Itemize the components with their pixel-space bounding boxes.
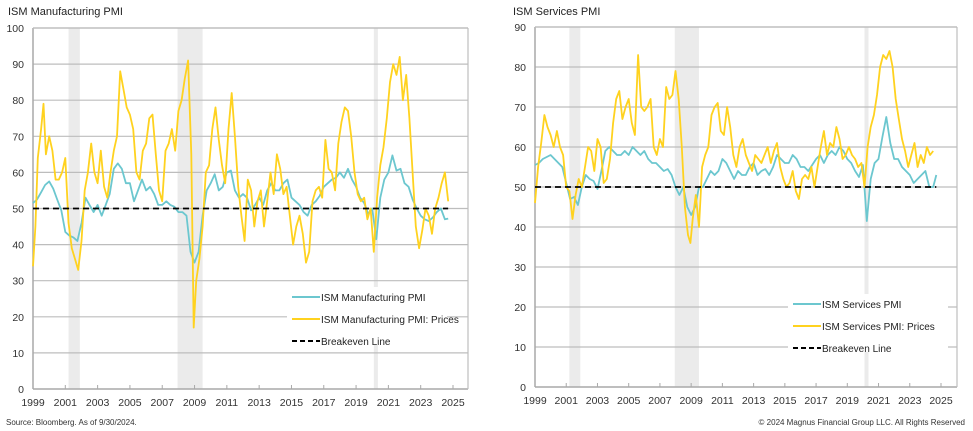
y-tick-label: 30 [12, 276, 24, 288]
x-tick-label: 2001 [555, 395, 579, 407]
y-tick-label: 40 [12, 240, 24, 252]
x-tick-label: 2017 [312, 397, 336, 409]
pmi-series-line [32, 154, 449, 264]
y-tick-label: 10 [514, 342, 526, 354]
x-tick-label: 2009 [679, 395, 703, 407]
legend-label: ISM Services PMI: Prices [822, 322, 935, 333]
x-tick-label: 1999 [21, 397, 45, 409]
y-tick-label: 70 [514, 102, 526, 114]
services-chart: 0 10 20 30 40 50 60 70 80 90 1999 2001 2003 2005 2007 2… [514, 22, 958, 407]
y-tick-label: 40 [514, 222, 526, 234]
y-tick-label: 0 [520, 382, 526, 394]
prices-series-line [534, 50, 934, 244]
y-tick-label: 70 [12, 131, 24, 143]
x-tick-label: 2007 [648, 395, 672, 407]
y-tick-label: 0 [18, 384, 24, 396]
x-tick-label: 2005 [617, 395, 641, 407]
manufacturing-chart: 0 10 20 30 40 50 60 70 80 90 100 1999 2001 2003 2005 20… [6, 23, 469, 409]
source-note: Source: Bloomberg. As of 9/30/2024. [6, 418, 137, 427]
legend-label: Breakeven Line [321, 337, 391, 348]
legend-label: ISM Services PMI [822, 300, 901, 311]
x-tick-label: 2015 [280, 397, 304, 409]
x-tick-label: 2019 [836, 395, 860, 407]
legend-label: ISM Manufacturing PMI: Prices [321, 315, 459, 326]
y-tick-label: 50 [514, 182, 526, 194]
services-chart-title: ISM Services PMI [513, 6, 601, 18]
x-tick-label: 2017 [804, 395, 828, 407]
x-tick-label: 2021 [377, 397, 401, 409]
prices-series-line [32, 56, 450, 329]
manufacturing-chart-title: ISM Manufacturing PMI [8, 6, 123, 18]
x-tick-label: 2023 [898, 395, 922, 407]
x-tick-label: 2007 [151, 397, 175, 409]
y-tick-label: 80 [12, 95, 24, 107]
x-tick-label: 2013 [742, 395, 766, 407]
y-tick-label: 100 [6, 23, 24, 35]
x-tick-label: 2023 [409, 397, 433, 409]
x-tick-label: 2015 [773, 395, 797, 407]
y-tick-label: 50 [12, 204, 24, 216]
x-tick-label: 2019 [344, 397, 368, 409]
services-legend: ISM Services PMI ISM Services PMI: Prices… [788, 294, 948, 355]
y-tick-label: 20 [12, 312, 24, 324]
x-tick-label: 2005 [118, 397, 142, 409]
y-tick-label: 30 [514, 262, 526, 274]
x-tick-label: 2003 [586, 395, 610, 407]
y-tick-label: 20 [514, 302, 526, 314]
manufacturing-legend: ISM Manufacturing PMI ISM Manufacturing P… [287, 287, 459, 348]
y-tick-label: 90 [12, 59, 24, 71]
x-tick-label: 2021 [867, 395, 891, 407]
x-tick-label: 2009 [183, 397, 207, 409]
y-tick-label: 60 [514, 142, 526, 154]
x-tick-label: 1999 [523, 395, 547, 407]
x-tick-label: 2011 [216, 397, 239, 409]
x-tick-label: 2003 [86, 397, 110, 409]
legend-label: ISM Manufacturing PMI [321, 293, 425, 304]
y-tick-label: 10 [12, 348, 24, 360]
x-tick-label: 2013 [247, 397, 271, 409]
y-tick-label: 90 [514, 22, 526, 34]
copyright-note: © 2024 Magnus Financial Group LLC. All R… [758, 418, 965, 427]
legend-label: Breakeven Line [822, 344, 892, 355]
x-tick-label: 2001 [54, 397, 78, 409]
x-tick-label: 2025 [929, 395, 953, 407]
y-tick-label: 60 [12, 167, 24, 179]
x-tick-label: 2011 [711, 395, 734, 407]
y-tick-label: 80 [514, 62, 526, 74]
x-tick-label: 2025 [441, 397, 465, 409]
